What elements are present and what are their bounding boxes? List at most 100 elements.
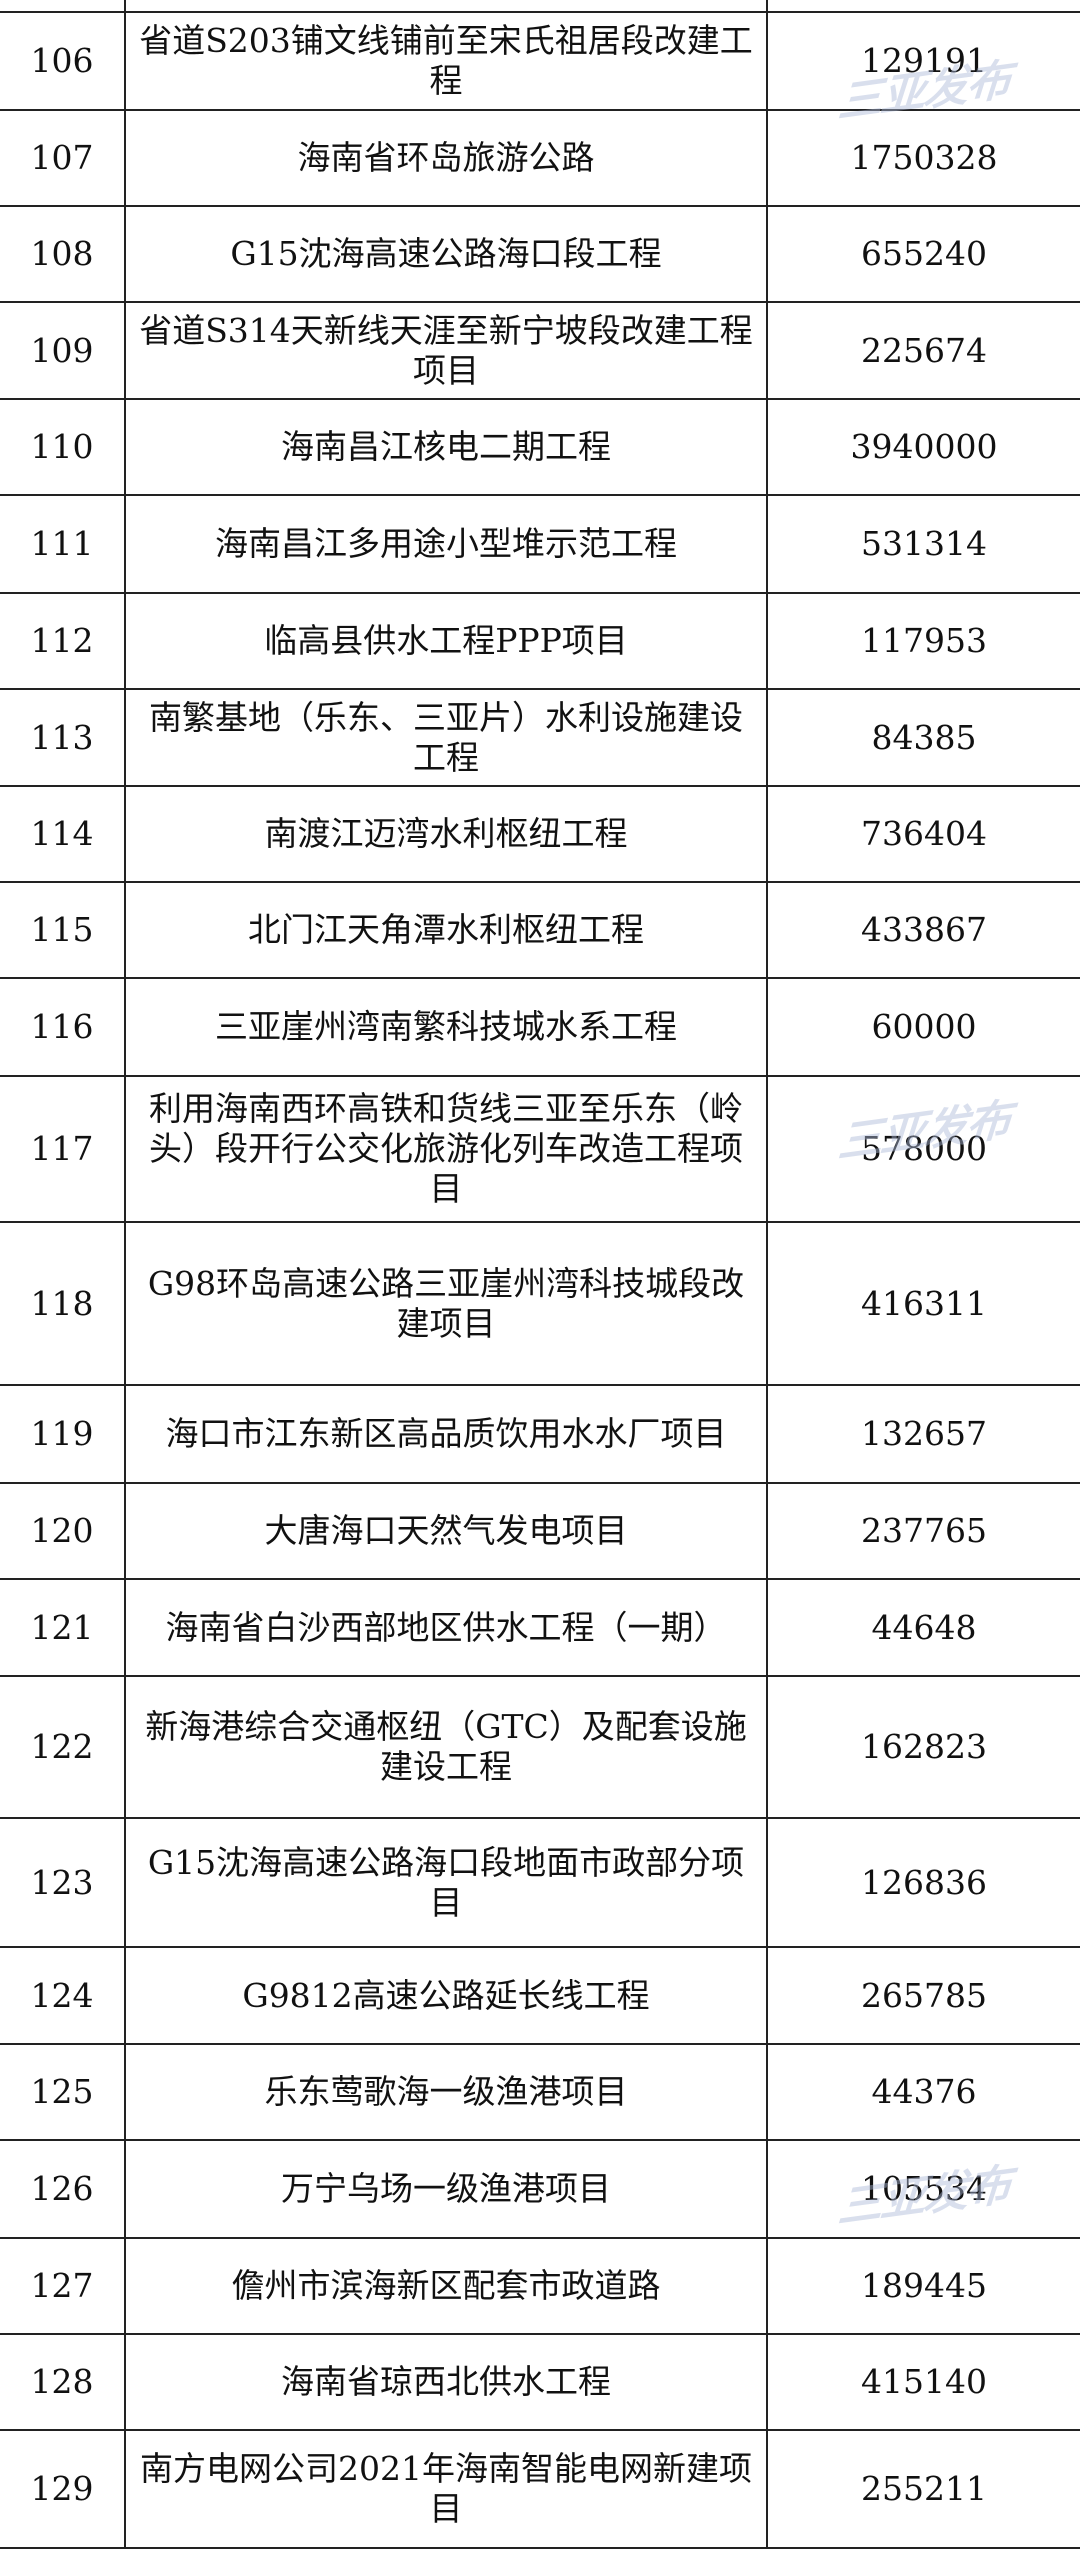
investment-amount: 44376 xyxy=(871,2072,977,2111)
project-name: G98环岛高速公路三亚崖州湾科技城段改建项目 xyxy=(126,1223,768,1384)
table-row: 108 G15沈海高速公路海口段工程 655240 xyxy=(0,207,1080,303)
project-name: G15沈海高速公路海口段工程 xyxy=(126,207,768,301)
table-row: 112 临高县供水工程PPP项目 117953 xyxy=(0,594,1080,690)
project-name: 新海港综合交通枢纽（GTC）及配套设施建设工程 xyxy=(126,1677,768,1817)
project-name: 临高县供水工程PPP项目 xyxy=(126,594,768,688)
row-number xyxy=(0,0,126,11)
project-name: 利用海南西环高铁和货线三亚至乐东（岭头）段开行公交化旅游化列车改造工程项目 xyxy=(126,1077,768,1221)
investment-amount: 60000 xyxy=(871,1007,977,1046)
project-name: 北门江天角潭水利枢纽工程 xyxy=(126,883,768,977)
table-row: 125 乐东莺歌海一级渔港项目 44376 xyxy=(0,2045,1080,2141)
row-number: 128 xyxy=(0,2335,126,2429)
row-number: 126 xyxy=(0,2141,126,2237)
project-name: 儋州市滨海新区配套市政道路 xyxy=(126,2239,768,2333)
investment-amount: 736404 xyxy=(861,814,987,853)
row-number: 122 xyxy=(0,1677,126,1817)
project-name: 南渡江迈湾水利枢纽工程 xyxy=(126,787,768,881)
investment-amount: 132657 xyxy=(861,1414,987,1453)
table-row: 114 南渡江迈湾水利枢纽工程 736404 xyxy=(0,787,1080,883)
row-number: 127 xyxy=(0,2239,126,2333)
table-row: 120 大唐海口天然气发电项目 237765 xyxy=(0,1484,1080,1580)
row-number: 107 xyxy=(0,111,126,205)
table-row xyxy=(0,0,1080,13)
row-number: 121 xyxy=(0,1580,126,1675)
project-name: 海口市江东新区高品质饮用水水厂项目 xyxy=(126,1386,768,1482)
investment-amount: 105534 xyxy=(861,2169,987,2208)
investment-amount: 416311 xyxy=(861,1283,987,1323)
investment-amount: 3940000 xyxy=(850,427,998,466)
investment-amount: 531314 xyxy=(861,524,987,563)
table-row: 111 海南昌江多用途小型堆示范工程 531314 xyxy=(0,496,1080,594)
investment-amount: 433867 xyxy=(861,910,987,949)
table-row: 127 儋州市滨海新区配套市政道路 189445 xyxy=(0,2239,1080,2335)
row-number: 120 xyxy=(0,1484,126,1578)
project-name: 海南昌江多用途小型堆示范工程 xyxy=(126,496,768,592)
investment-amount: 237765 xyxy=(861,1511,987,1550)
row-number: 108 xyxy=(0,207,126,301)
table-row: 107 海南省环岛旅游公路 1750328 xyxy=(0,111,1080,207)
table-row: 126 万宁乌场一级渔港项目 105534 xyxy=(0,2141,1080,2239)
project-name: 省道S203铺文线铺前至宋氏祖居段改建工程 xyxy=(126,13,768,109)
row-number: 119 xyxy=(0,1386,126,1482)
project-name: G15沈海高速公路海口段地面市政部分项目 xyxy=(126,1819,768,1946)
project-name: 乐东莺歌海一级渔港项目 xyxy=(126,2045,768,2139)
row-number: 115 xyxy=(0,883,126,977)
table-row: 106 省道S203铺文线铺前至宋氏祖居段改建工程 129191 xyxy=(0,13,1080,111)
table-row: 117 利用海南西环高铁和货线三亚至乐东（岭头）段开行公交化旅游化列车改造工程项目… xyxy=(0,1077,1080,1223)
investment-amount: 129191 xyxy=(861,41,987,80)
investment-amount: 117953 xyxy=(861,621,987,660)
table-row: 119 海口市江东新区高品质饮用水水厂项目 132657 xyxy=(0,1386,1080,1484)
investment-amount: 415140 xyxy=(861,2362,987,2401)
project-name: 海南省环岛旅游公路 xyxy=(126,111,768,205)
investment-amount: 225674 xyxy=(861,330,987,370)
investment-amount: 126836 xyxy=(861,1862,987,1902)
project-name: 三亚崖州湾南繁科技城水系工程 xyxy=(126,979,768,1075)
investment-amount: 578000 xyxy=(861,1129,987,1168)
investment-amount xyxy=(768,0,1080,11)
table-row: 128 海南省琼西北供水工程 415140 xyxy=(0,2335,1080,2431)
row-number: 123 xyxy=(0,1819,126,1946)
row-number: 129 xyxy=(0,2431,126,2547)
project-name: 南方电网公司2021年海南智能电网新建项目 xyxy=(126,2431,768,2547)
table-row: 124 G9812高速公路延长线工程 265785 xyxy=(0,1948,1080,2045)
project-name: 南繁基地（乐东、三亚片）水利设施建设工程 xyxy=(126,690,768,785)
table-row: 118 G98环岛高速公路三亚崖州湾科技城段改建项目 416311 xyxy=(0,1223,1080,1386)
row-number: 117 xyxy=(0,1077,126,1221)
investment-amount: 655240 xyxy=(861,234,987,273)
row-number: 110 xyxy=(0,400,126,494)
project-name xyxy=(126,0,768,11)
investment-amount: 255211 xyxy=(861,2469,987,2508)
row-number: 106 xyxy=(0,13,126,109)
table-row: 123 G15沈海高速公路海口段地面市政部分项目 126836 xyxy=(0,1819,1080,1948)
table-row: 116 三亚崖州湾南繁科技城水系工程 60000 xyxy=(0,979,1080,1077)
table-row: 121 海南省白沙西部地区供水工程（一期） 44648 xyxy=(0,1580,1080,1677)
investment-amount: 44648 xyxy=(871,1607,977,1647)
table-row: 115 北门江天角潭水利枢纽工程 433867 xyxy=(0,883,1080,979)
project-name: G9812高速公路延长线工程 xyxy=(126,1948,768,2043)
investment-amount: 265785 xyxy=(861,1975,987,2015)
project-name: 海南省白沙西部地区供水工程（一期） xyxy=(126,1580,768,1675)
project-name: 海南省琼西北供水工程 xyxy=(126,2335,768,2429)
row-number: 118 xyxy=(0,1223,126,1384)
row-number: 112 xyxy=(0,594,126,688)
row-number: 114 xyxy=(0,787,126,881)
project-name: 大唐海口天然气发电项目 xyxy=(126,1484,768,1578)
row-number: 109 xyxy=(0,303,126,398)
row-number: 116 xyxy=(0,979,126,1075)
table-row: 129 南方电网公司2021年海南智能电网新建项目 255211 xyxy=(0,2431,1080,2549)
row-number: 125 xyxy=(0,2045,126,2139)
table-row: 110 海南昌江核电二期工程 3940000 xyxy=(0,400,1080,496)
table-row: 113 南繁基地（乐东、三亚片）水利设施建设工程 84385 xyxy=(0,690,1080,787)
table-row: 122 新海港综合交通枢纽（GTC）及配套设施建设工程 162823 xyxy=(0,1677,1080,1819)
row-number: 113 xyxy=(0,690,126,785)
project-name: 省道S314天新线天涯至新宁坡段改建工程项目 xyxy=(126,303,768,398)
investment-amount: 1750328 xyxy=(850,138,998,177)
project-name: 万宁乌场一级渔港项目 xyxy=(126,2141,768,2237)
row-number: 124 xyxy=(0,1948,126,2043)
investment-amount: 84385 xyxy=(871,717,977,757)
investment-amount: 189445 xyxy=(861,2266,987,2305)
row-number: 111 xyxy=(0,496,126,592)
investment-amount: 162823 xyxy=(861,1727,987,1766)
table-row: 109 省道S314天新线天涯至新宁坡段改建工程项目 225674 xyxy=(0,303,1080,400)
